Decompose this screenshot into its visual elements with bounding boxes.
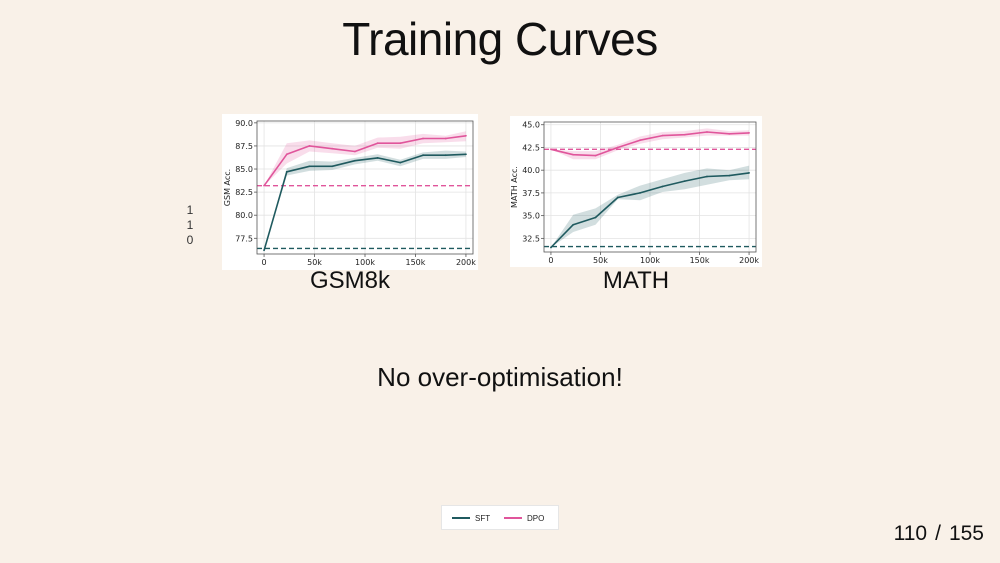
math-chart-svg: 0 50k 100k 150k 200k 32.5 35.0 37.5 40.0 42.5 45.0… — [510, 121, 759, 265]
gsm8k-point-dpo — [422, 137, 424, 140]
side-digits: 1 1 0 — [184, 203, 196, 248]
math-line-dpo — [550, 131, 750, 157]
gsm8k-point-dpo — [354, 150, 356, 153]
math-xtick-label: 0 — [548, 256, 553, 265]
gsm8k-point-dpo — [376, 142, 379, 145]
page-current: 110 — [893, 522, 928, 545]
math-chart-caption: MATH — [602, 267, 670, 294]
math-point-sft — [683, 180, 686, 182]
math-point-dpo — [683, 133, 686, 136]
math-point-dpo — [748, 132, 750, 134]
gsm8k-ytick-label: 87.5 — [235, 142, 253, 151]
math-ytick-label: 45.0 — [522, 121, 540, 130]
math-point-dpo — [572, 153, 575, 156]
side-digit: 1 — [186, 218, 194, 232]
gsm8k-ytick-label: 77.5 — [235, 234, 253, 243]
gsm8k-point-dpo — [465, 134, 467, 137]
gsm8k-point-sft — [331, 165, 334, 168]
math-point-sft — [639, 192, 641, 194]
legend-swatch-dpo — [504, 517, 522, 519]
gsm8k-xtick-label: 0 — [262, 258, 267, 267]
math-line-sft — [550, 172, 750, 249]
gsm8k-xtick-label: 50k — [307, 258, 322, 267]
page-total: 155 — [948, 522, 984, 545]
gsm8k-chart-caption: GSM8k — [309, 267, 390, 294]
legend-swatch-sft — [452, 517, 470, 519]
gsm8k-ytick-label: 90.0 — [235, 119, 253, 128]
legend-item-sft: SFT — [452, 513, 490, 523]
gsm8k-ytick-label: 82.5 — [235, 188, 253, 197]
math-point-sft — [728, 174, 731, 177]
math-ytick-label: 42.5 — [522, 143, 540, 152]
math-point-dpo — [706, 131, 708, 133]
math-ytick-label: 40.0 — [522, 166, 540, 175]
math-point-sft — [616, 196, 619, 199]
page-number: 110 / 155 — [894, 522, 984, 546]
gsm8k-point-sft — [285, 170, 288, 173]
gsm8k-band-dpo — [264, 131, 466, 186]
math-point-dpo — [616, 146, 619, 149]
gsm8k-ylabel: GSM Acc. — [223, 169, 232, 206]
side-digit: 1 — [186, 203, 194, 217]
gsm8k-xtick-label: 150k — [406, 258, 426, 267]
side-digit: 0 — [186, 233, 194, 247]
gsm8k-point-sft — [444, 154, 447, 157]
slide-title: Training Curves — [342, 13, 658, 65]
math-point-sft — [748, 172, 750, 174]
math-point-dpo — [550, 148, 552, 151]
gsm8k-point-sft — [376, 157, 379, 159]
gsm8k-point-sft — [308, 165, 311, 168]
gsm8k-point-dpo — [308, 145, 311, 147]
math-point-sft — [594, 216, 597, 219]
gsm8k-point-sft — [465, 153, 467, 156]
gsm8k-point-sft — [263, 249, 265, 252]
math-xtick-label: 50k — [593, 256, 608, 265]
page-separator: / — [935, 522, 941, 545]
gsm8k-xtick-label: 100k — [355, 258, 375, 267]
gsm8k-chart-svg: 0 50k 100k 150k 200k 77.5 80.0 82.5 85.0 87.5 90.0… — [223, 119, 476, 267]
math-xtick-label: 150k — [690, 256, 710, 265]
gsm8k-point-sft — [354, 159, 356, 162]
math-xtick-label: 200k — [739, 256, 759, 265]
math-chart: 0 50k 100k 150k 200k 32.5 35.0 37.5 40.0 42.5 45.0… — [510, 116, 762, 267]
slide-subtitle: No over-optimisation! — [377, 362, 623, 392]
math-point-sft — [572, 223, 575, 226]
math-point-sft — [706, 175, 708, 178]
gsm8k-ytick-label: 80.0 — [235, 211, 253, 220]
math-ytick-label: 32.5 — [522, 234, 540, 243]
gsm8k-xtick-label: 200k — [456, 258, 476, 267]
gsm8k-line-sft — [263, 153, 466, 251]
gsm8k-point-sft — [399, 161, 402, 164]
gsm8k-point-sft — [422, 154, 424, 157]
math-point-sft — [661, 185, 664, 188]
chart-legend: SFT DPO — [441, 505, 559, 530]
gsm8k-ytick-label: 85.0 — [235, 165, 253, 174]
gsm8k-point-dpo — [285, 153, 288, 156]
gsm8k-point-dpo — [263, 184, 265, 187]
math-band-sft — [550, 165, 750, 248]
math-ytick-label: 37.5 — [522, 189, 540, 198]
legend-label-sft: SFT — [475, 513, 491, 523]
math-ytick-label: 35.0 — [522, 212, 540, 221]
math-point-dpo — [661, 134, 664, 137]
math-ylabel: MATH Acc. — [510, 166, 519, 208]
gsm8k-point-dpo — [399, 142, 402, 145]
gsm8k-chart: 0 50k 100k 150k 200k 77.5 80.0 82.5 85.0 87.5 90.0… — [222, 114, 478, 270]
math-band-dpo — [550, 128, 750, 160]
gsm8k-point-dpo — [331, 147, 334, 150]
math-xtick-label: 100k — [640, 256, 660, 265]
math-point-dpo — [639, 139, 641, 142]
legend-item-dpo: DPO — [504, 513, 544, 523]
gsm8k-point-dpo — [444, 137, 447, 140]
math-point-dpo — [728, 132, 731, 135]
math-point-sft — [550, 246, 552, 249]
legend-label-dpo: DPO — [527, 513, 545, 523]
gsm8k-line-dpo — [263, 135, 467, 187]
math-point-dpo — [594, 154, 597, 157]
